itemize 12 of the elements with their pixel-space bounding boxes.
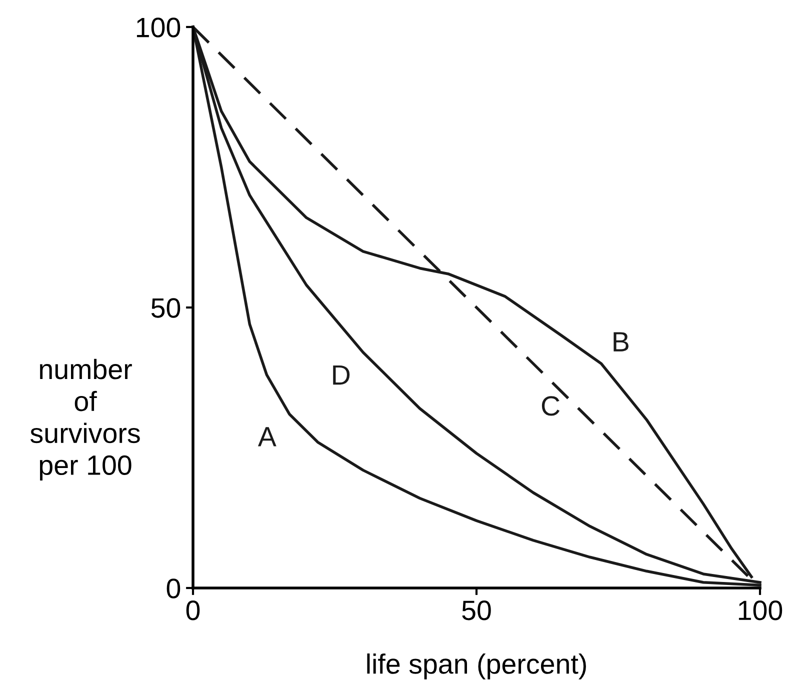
series-label: B: [614, 332, 628, 352]
y-axis-title: number of survivors per 100: [30, 358, 140, 481]
y-tick-label: 0: [166, 578, 180, 598]
y-tick-label: 100: [136, 18, 180, 38]
series-label: C: [542, 396, 560, 416]
x-axis-title: life span (percent): [367, 653, 586, 680]
x-tick-label: 50: [462, 600, 491, 620]
series-label: A: [258, 427, 276, 446]
x-tick-label: 0: [186, 600, 200, 620]
y-tick-label: 50: [151, 298, 180, 318]
x-tick-label: 100: [738, 600, 782, 620]
series-label: D: [333, 365, 350, 385]
